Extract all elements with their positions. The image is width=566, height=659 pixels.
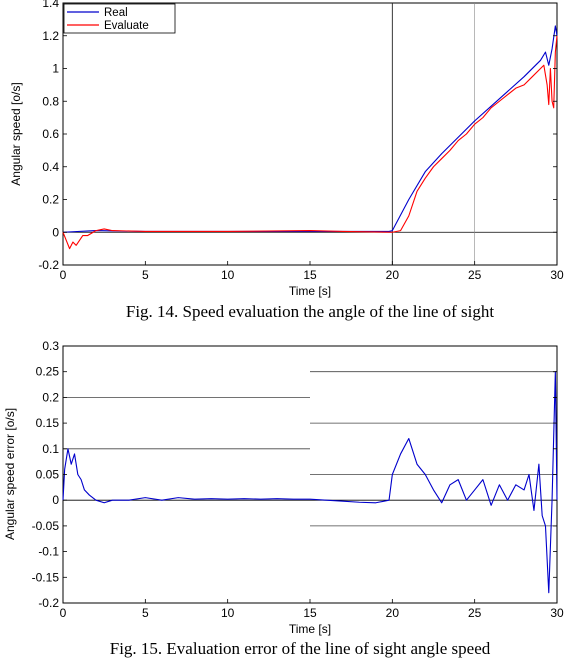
- legend-label-evaluate: Evaluate: [104, 20, 149, 32]
- x-tick-label: 15: [303, 268, 317, 282]
- series-group: [62, 371, 558, 594]
- plot-area: [62, 2, 558, 266]
- chart-evaluation-error: 0 5 10 15 20 25 30 -0.2 -0.15 -0.1 -0.05 0 0.05 0.1 0…: [3, 339, 564, 658]
- x-tick-label: 20: [386, 606, 400, 620]
- x-ticks: 0 5 10 15 20 25 30: [60, 261, 564, 282]
- y-axis-label: Angular speed error [o/s]: [3, 408, 17, 540]
- x-tick-label: 5: [142, 268, 149, 282]
- y-tick-label: 0.6: [42, 127, 59, 141]
- y-tick-label: 0.2: [42, 390, 59, 404]
- x-tick-label: 10: [221, 268, 235, 282]
- x-tick-label: 0: [60, 606, 67, 620]
- legend: Real Evaluate: [63, 3, 176, 34]
- reference-lines: [63, 371, 557, 527]
- y-tick-label: 0.2: [42, 193, 59, 207]
- y-tick-label: 0.8: [42, 94, 59, 108]
- x-tick-label: 5: [142, 606, 149, 620]
- y-tick-label: 0.05: [36, 468, 60, 482]
- x-tick-label: 25: [468, 268, 482, 282]
- x-tick-label: 30: [550, 268, 564, 282]
- y-tick-label: 1.4: [42, 0, 59, 10]
- y-tick-label: 0.15: [36, 416, 60, 430]
- figure-caption: Fig. 14. Speed evaluation the angle of t…: [126, 302, 495, 321]
- y-ticks: -0.2 0 0.2 0.4 0.6 0.8 1 1.2 1.4: [38, 0, 557, 272]
- series-line-error: [62, 371, 558, 594]
- y-tick-label: 0.4: [42, 160, 59, 174]
- x-tick-label: 25: [468, 606, 482, 620]
- legend-box: [63, 3, 176, 34]
- x-tick-label: 30: [550, 606, 564, 620]
- y-tick-label: 0.25: [36, 365, 60, 379]
- y-tick-label: 1: [52, 62, 59, 76]
- y-tick-label: 1.2: [42, 29, 59, 43]
- y-tick-label: 0: [52, 225, 59, 239]
- y-tick-label: -0.2: [38, 596, 59, 610]
- y-tick-label: -0.05: [32, 519, 60, 533]
- vertical-reference-lines: [391, 3, 475, 265]
- series-line-evaluate: [62, 35, 558, 250]
- y-tick-label: 0.3: [42, 339, 59, 353]
- y-tick-label: -0.15: [32, 570, 60, 584]
- x-axis-label: Time [s]: [289, 284, 331, 298]
- x-ticks: 0 5 10 15 20 25 30: [60, 599, 564, 620]
- x-tick-label: 20: [386, 268, 400, 282]
- figure-caption: Fig. 15. Evaluation error of the line of…: [110, 639, 491, 658]
- y-tick-label: -0.2: [38, 258, 59, 272]
- x-tick-label: 10: [221, 606, 235, 620]
- y-tick-label: 0: [52, 493, 59, 507]
- series-group: [62, 25, 558, 250]
- y-axis-label: Angular speed [o/s]: [9, 82, 23, 185]
- x-axis-label: Time [s]: [289, 622, 331, 636]
- x-tick-label: 15: [303, 606, 317, 620]
- y-tick-label: -0.1: [38, 545, 59, 559]
- chart-speed-evaluation: 0 5 10 15 20 25 30 -0.200.20.40.60.811.21.4 Ti…: [9, 0, 564, 321]
- y-tick-label: 0.1: [42, 442, 59, 456]
- x-tick-label: 0: [60, 268, 67, 282]
- legend-label-real: Real: [104, 7, 128, 19]
- y-ticks: -0.2 -0.15 -0.1 -0.05 0 0.05 0.1 0.15 0.2 0.25 0.3: [32, 339, 557, 610]
